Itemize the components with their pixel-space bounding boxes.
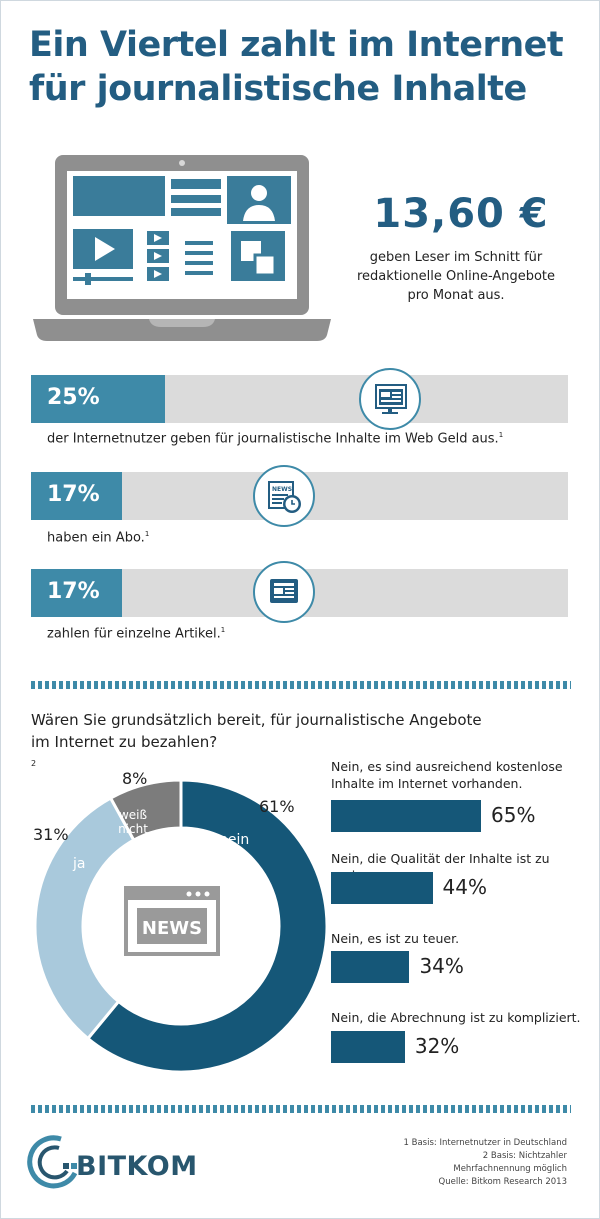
footnote-line: Quelle: Bitkom Research 2013 [438,1177,567,1187]
donut-percent-ja: 31% [33,825,69,844]
reason-label-line: Inhalte im Internet vorhanden. [331,776,523,791]
survey-question-line-2: im Internet zu bezahlen? 2 [31,731,501,778]
reason-bar [331,872,433,904]
reason-label-line: Nein, es sind ausreichend kostenlose [331,759,563,774]
donut-percent-nein: 61% [259,797,295,816]
footnotes: 1 Basis: Internetnutzer in Deutschland 2… [404,1137,567,1189]
stat-bar-caption: zahlen für einzelne Artikel.1 [47,626,225,641]
slice-label-weiss-nicht-2: nicht [118,822,148,836]
stat-bar-fill: 17% [31,472,123,520]
newspaper-clock-icon: NEWS [253,465,315,527]
reason-percent: 65% [491,803,536,827]
stat-bar-caption: haben ein Abo.1 [47,530,149,545]
section-divider [31,681,571,689]
footnote-marker: 1 [498,431,504,439]
tablet-article-icon [253,561,315,623]
average-spend-line-1: geben Leser im Schnitt für [369,250,543,265]
average-spend-value: 13,60 € [373,191,549,237]
footnote-marker: 1 [220,626,226,634]
reason-label-line: Nein, es ist zu teuer. [331,931,460,946]
news-icon-text: NEWS [142,918,202,939]
donut-slice-ja [33,796,136,1041]
donut-slice-weiss-nicht [108,778,183,843]
reason-bar [331,1031,405,1063]
stat-bar-caption-text: haben ein Abo. [47,530,145,546]
slice-label-nein: nein [219,832,249,848]
reason-bar [331,951,410,983]
average-spend-line-3: pro Monat aus. [407,288,505,303]
donut-percent-weiss-nicht: 8% [122,769,148,788]
bitkom-logo-text: BITKOM [76,1151,198,1182]
survey-question-line-1: Wären Sie grundsätzlich bereit, für jour… [31,711,482,729]
stat-bar-caption-text: zahlen für einzelne Artikel. [47,626,221,642]
svg-text:NEWS: NEWS [272,486,292,493]
donut-slice-nein [85,778,329,1074]
reason-percent: 44% [442,875,487,899]
news-icon: NEWS [124,886,220,956]
reason-label: Nein, es sind ausreichend kostenlose Inh… [331,758,591,792]
bitkom-logo-icon [27,1135,78,1189]
laptop-icon [33,155,331,341]
reason-label-line: Nein, die Abrechnung ist zu kompliziert. [331,1010,581,1025]
reason-percent: 34% [419,954,464,978]
computer-screen-icon [359,368,421,430]
footnote-line: Mehrfachnennung möglich [453,1164,567,1174]
survey-question-line-2-text: im Internet zu bezahlen? [31,733,218,751]
stat-bar-percent: 17% [47,482,100,507]
footnote-marker: 2 [31,759,37,768]
section-divider [31,1105,571,1113]
stat-bar-fill: 25% [31,375,166,423]
stat-bar-1: 25% [31,375,568,423]
survey-question: Wären Sie grundsätzlich bereit, für jour… [31,709,501,778]
page-title: Ein Viertel zahlt im Internet für journa… [29,23,589,111]
average-spend-line-2: redaktionelle Online-Angebote [356,269,556,284]
reason-percent: 32% [414,1034,460,1058]
footnote-line: 1 Basis: Internetnutzer in Deutschland [403,1138,567,1148]
footnote-marker: 1 [144,530,150,538]
reason-bar [331,800,481,832]
reason-label: Nein, es ist zu teuer. [331,930,591,947]
stat-bar-percent: 25% [47,385,100,410]
stat-bar-fill: 17% [31,569,123,617]
stat-bar-caption-text: der Internetnutzer geben für journalisti… [47,431,499,447]
average-spend-description: geben Leser im Schnitt für redaktionelle… [341,248,571,305]
slice-label-weiss-nicht-1: weiß [119,808,148,822]
reason-label: Nein, die Abrechnung ist zu kompliziert. [331,1009,591,1026]
title-line-1: Ein Viertel zahlt im Internet [29,25,564,65]
footnote-line: 2 Basis: Nichtzahler [482,1151,567,1161]
willingness-donut-chart: NEWS nein ja weiß nicht [33,778,329,1074]
stat-bar-percent: 17% [47,579,100,604]
title-line-2: für journalistische Inhalte [29,69,527,109]
stat-bar-caption: der Internetnutzer geben für journalisti… [47,431,503,446]
slice-label-ja: ja [72,856,85,872]
